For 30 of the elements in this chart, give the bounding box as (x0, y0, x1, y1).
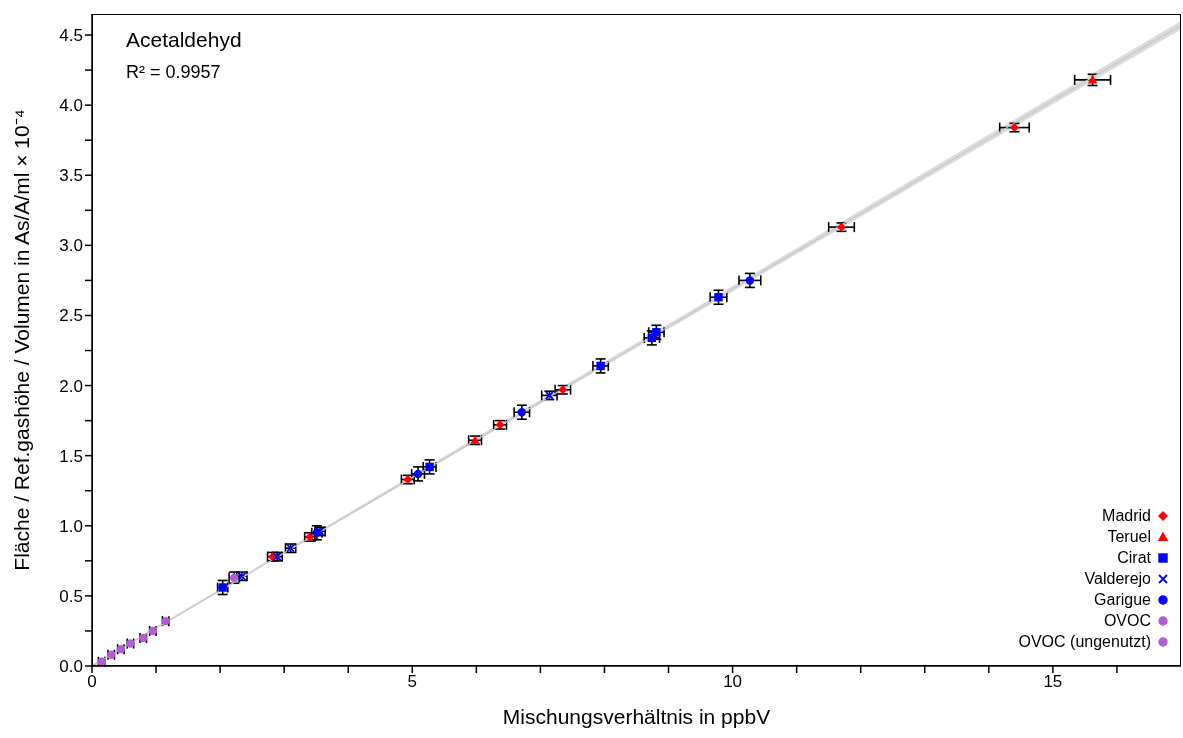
legend-label: OVOC (1103, 611, 1151, 631)
y-tick-label: 3.0 (59, 236, 83, 256)
annotation: R² = 0.9957 (126, 62, 221, 83)
y-tick-label: 2.5 (59, 306, 83, 326)
point (745, 276, 755, 285)
point (714, 293, 723, 302)
point (97, 657, 106, 666)
legend-label: Cirat (1117, 548, 1151, 568)
y-tick-label: 2.0 (59, 376, 83, 396)
x-axis-title: Mischungsverhältnis in ppbV (502, 705, 771, 728)
y-tick-label: 4.5 (59, 26, 83, 46)
y-tick-label: 0.5 (59, 586, 83, 606)
legend-label: Valderejo (1084, 569, 1151, 589)
legend-label: Madrid (1102, 506, 1151, 526)
y-tick-label: 1.0 (59, 516, 83, 536)
x-tick-label: 5 (407, 672, 418, 692)
x-tick-label: 10 (723, 672, 743, 692)
point (517, 408, 527, 417)
y-tick-label: 4.0 (59, 96, 83, 116)
x-tick-label: 0 (87, 672, 97, 692)
legend-label: Garigue (1094, 590, 1151, 610)
y-tick-label: 0.0 (59, 657, 83, 677)
text: Acetaldehyd (126, 28, 242, 52)
y-tick-label: 1.5 (59, 446, 83, 466)
legend-label: Teruel (1107, 527, 1151, 547)
legend-label: OVOC (ungenutzt) (1018, 632, 1151, 652)
point (652, 328, 661, 337)
x-tick-label: 15 (1043, 672, 1063, 692)
y-axis-title: Fläche / Ref.gashöhe / Volumen in As/A/ml × 10⁻⁴ (10, 109, 34, 571)
y-tick-label: 3.5 (59, 166, 83, 186)
